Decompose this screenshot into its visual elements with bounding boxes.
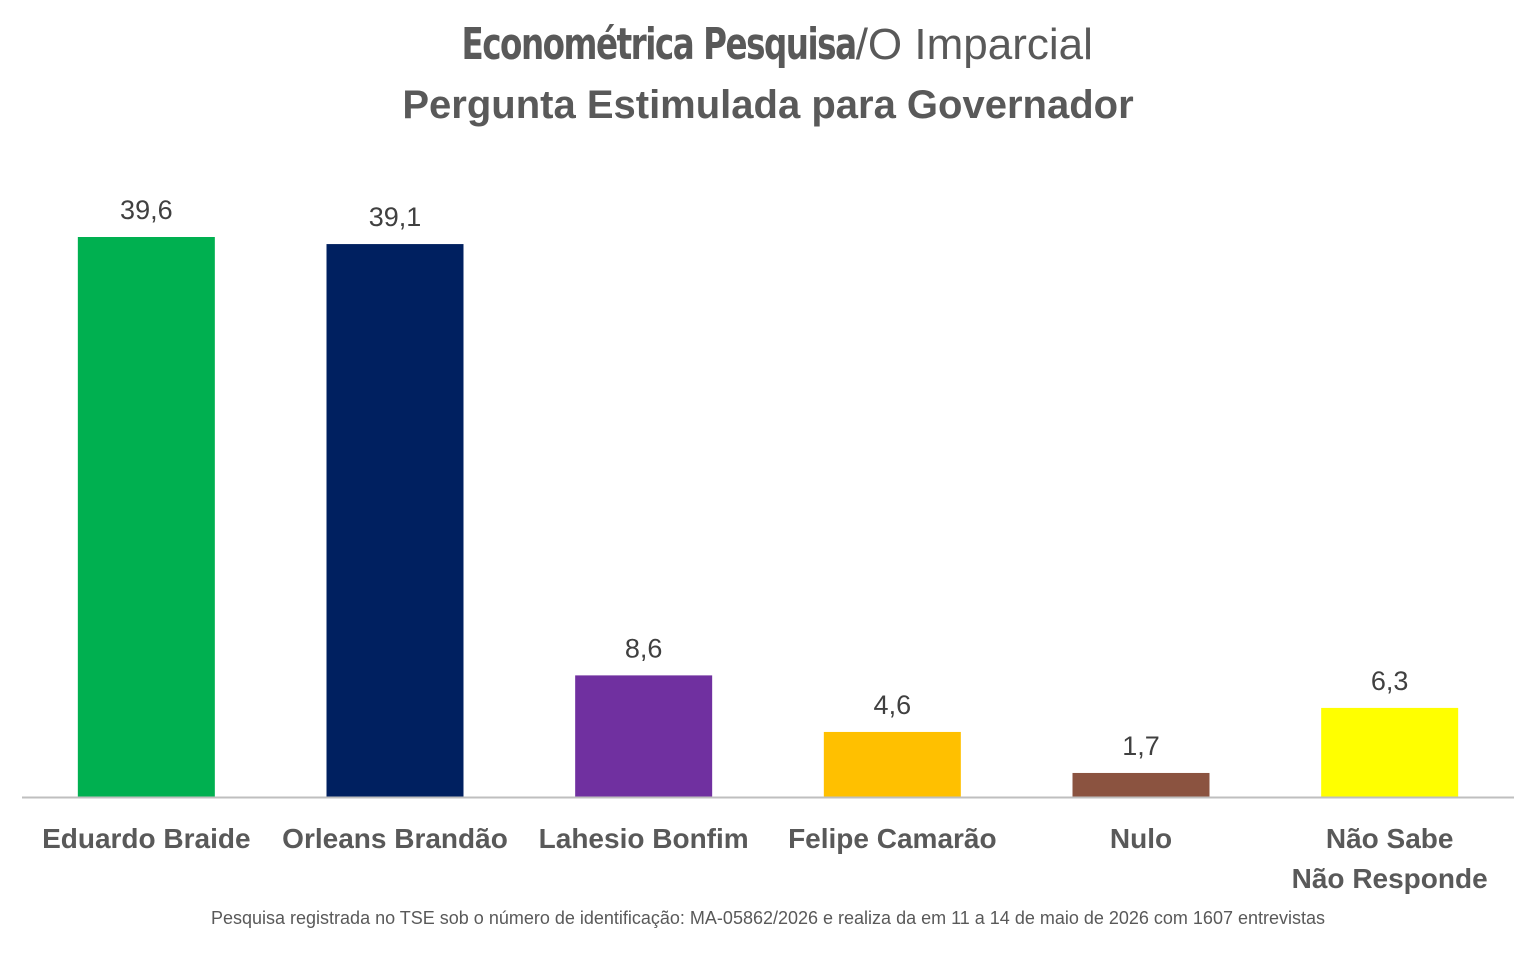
- bar: [575, 675, 713, 797]
- value-label-group: 39,6 39,1 8,6 4,6 1,7 6,3: [120, 195, 1408, 761]
- bar: [1321, 707, 1459, 797]
- x-tick-label: Felipe Camarão: [788, 823, 997, 854]
- category-label-group: Eduardo Braide Orleans Brandão Lahesio Bon…: [42, 823, 1488, 894]
- x-tick-label: Não Sabe Não Responde: [1292, 823, 1488, 894]
- data-label: 1,7: [1122, 731, 1160, 761]
- chart-title: Econométrica Pesquisa/O Imparcial: [0, 18, 1536, 72]
- x-tick-label-line: Não Responde: [1292, 863, 1488, 894]
- data-label: 6,3: [1371, 666, 1409, 696]
- x-tick-label-line: Lahesio Bonfim: [539, 823, 749, 854]
- chart-title-rest: /O Imparcial: [855, 20, 1093, 69]
- bar: [77, 237, 215, 797]
- bar: [326, 244, 464, 798]
- x-tick-label-line: Nulo: [1110, 823, 1172, 854]
- x-tick-label-line: Orleans Brandão: [282, 823, 508, 854]
- x-tick-label: Lahesio Bonfim: [539, 823, 749, 854]
- x-tick-label-line: Não Sabe: [1326, 823, 1454, 854]
- x-tick-label-line: Eduardo Braide: [42, 823, 250, 854]
- data-label: 39,6: [120, 195, 173, 225]
- data-label: 8,6: [625, 633, 663, 663]
- x-tick-label: Nulo: [1110, 823, 1172, 854]
- bar: [1072, 772, 1210, 797]
- x-tick-label-line: Felipe Camarão: [788, 823, 997, 854]
- chart-subtitle: Pergunta Estimulada para Governador: [402, 83, 1134, 127]
- x-tick-label: Eduardo Braide: [42, 823, 250, 854]
- bar-group: [77, 237, 1459, 798]
- footnote: Pesquisa registrada no TSE sob o número …: [210, 908, 1326, 928]
- bar: [823, 731, 961, 797]
- chart-title-bold: Econométrica Pesquisa: [461, 19, 858, 70]
- x-tick-label: Orleans Brandão: [282, 823, 508, 854]
- data-label: 4,6: [874, 690, 912, 720]
- data-label: 39,1: [369, 202, 422, 232]
